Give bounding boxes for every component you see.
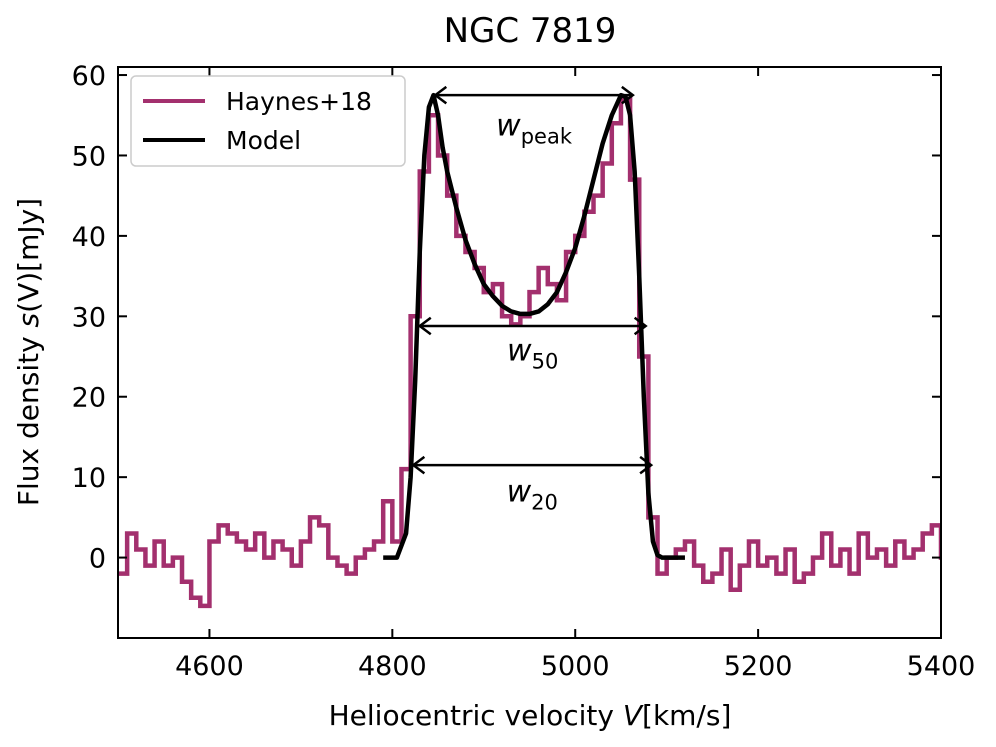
y-tick-label: 10 (72, 463, 106, 494)
legend-box (130, 75, 406, 167)
series-model-line (383, 92, 685, 560)
annotation-arrowhead-right (621, 85, 635, 105)
annotation-w-20: w20 (411, 455, 654, 514)
y-tick-label: 30 (72, 302, 106, 333)
y-tick-label: 0 (89, 544, 106, 575)
y-tick-label: 60 (72, 61, 106, 92)
legend: Haynes+18 Model (130, 75, 406, 167)
y-tick-label: 40 (72, 222, 106, 253)
x-tick-label: 4800 (358, 651, 427, 682)
annotation-arrowhead-left (411, 455, 426, 475)
chart-title: NGC 7819 (444, 11, 617, 51)
x-tick-label: 5200 (724, 651, 793, 682)
width-annotations: wpeak w50 w20 (411, 85, 654, 514)
legend-label-haynes: Haynes+18 (226, 87, 372, 116)
axis-ticks: 4600 4800 5000 5200 5400 0 10 20 30 40 50 60 (72, 61, 976, 682)
annotation-w-peak: wpeak (433, 85, 635, 148)
annotation-label: w20 (507, 474, 558, 514)
x-tick-label: 5000 (541, 651, 610, 682)
annotation-arrowhead-right (639, 455, 654, 475)
plot-frame (117, 66, 942, 639)
annotation-arrowhead-right (633, 316, 648, 336)
y-axis-label: Flux density s(V)[mJy] (12, 198, 45, 506)
annotation-arrowhead-left (417, 316, 432, 336)
y-tick-label: 20 (72, 383, 106, 414)
annotation-label: w50 (507, 334, 558, 374)
x-tick-label: 5400 (907, 651, 976, 682)
x-axis-label: Heliocentric velocity V[km/s] (329, 699, 732, 732)
y-tick-label: 50 (72, 141, 106, 172)
series-haynes-step (118, 96, 941, 609)
legend-label-model: Model (226, 126, 301, 155)
annotation-arrowhead-left (433, 85, 448, 105)
annotation-label: wpeak (496, 108, 573, 148)
annotation-w-50: w50 (417, 316, 648, 374)
plot-area (118, 92, 941, 609)
x-tick-label: 4600 (175, 651, 244, 682)
